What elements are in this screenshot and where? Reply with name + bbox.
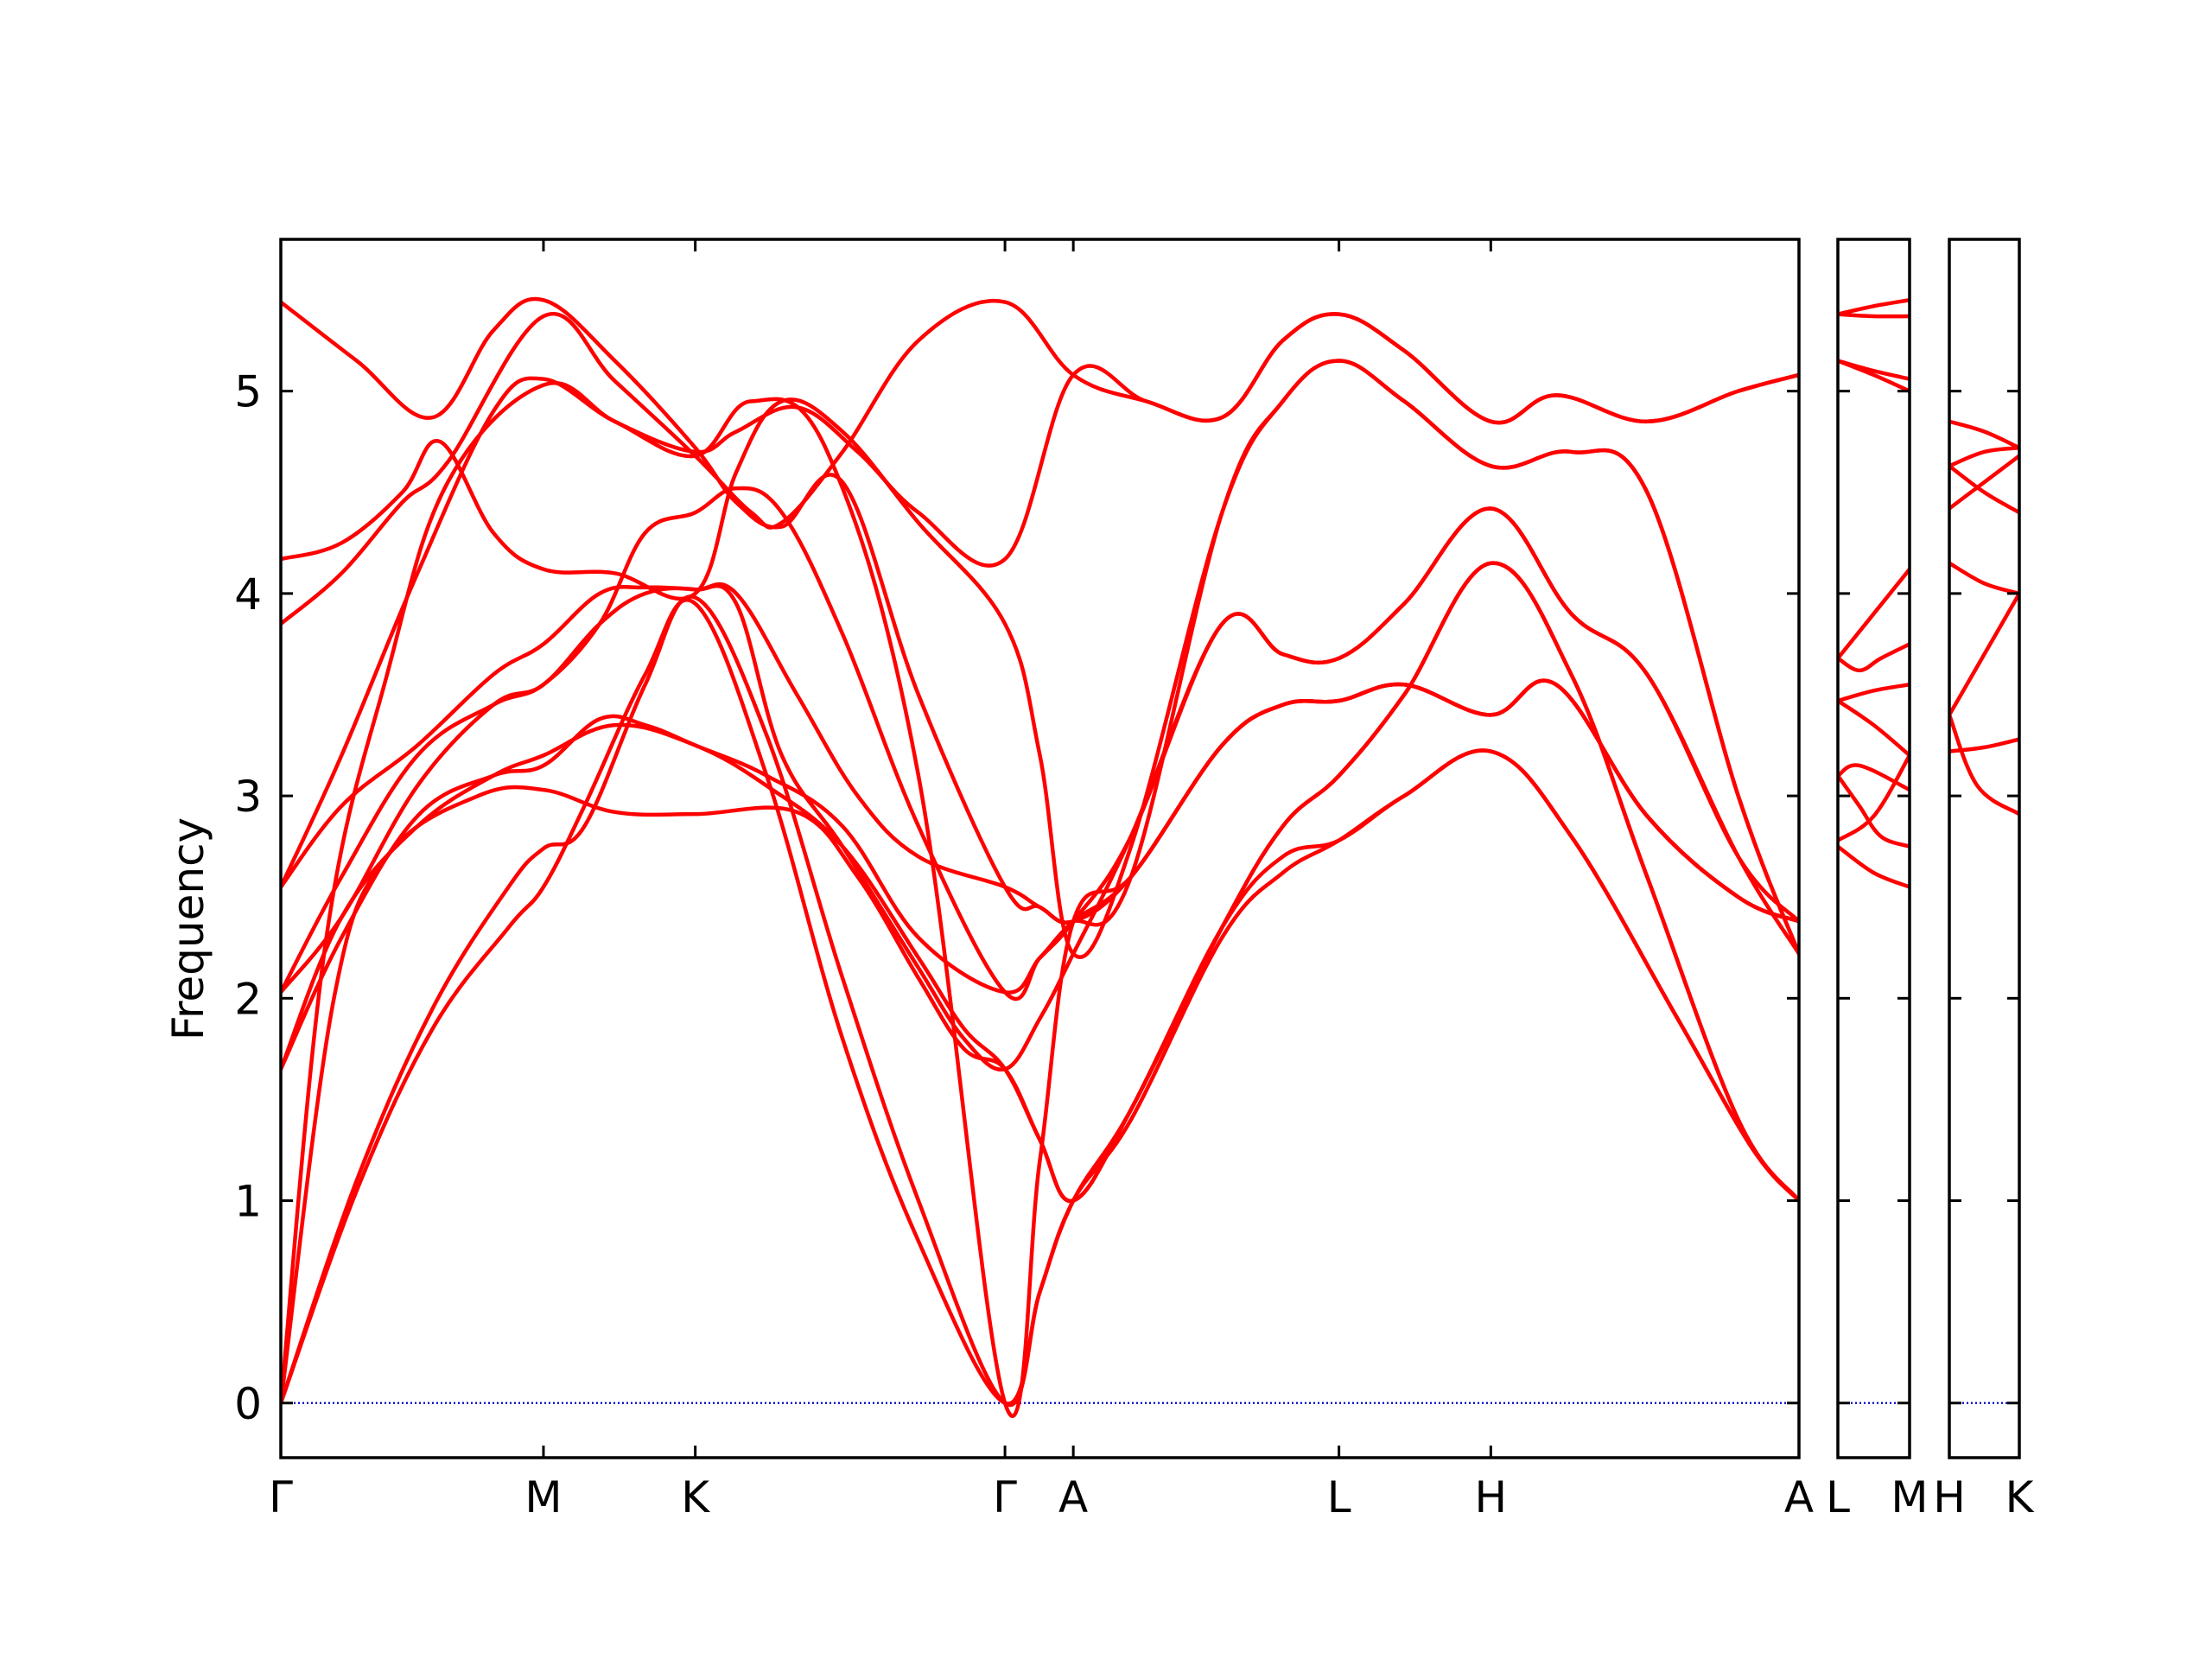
band-line: [1949, 446, 2019, 468]
x-tick-label: K: [2005, 1472, 2035, 1522]
band-line: [281, 296, 1799, 925]
y-tick-label: 0: [234, 1379, 262, 1429]
y-tick-label: 4: [234, 569, 262, 620]
panel-frame: [1948, 238, 2021, 1459]
band-line: [281, 299, 1799, 626]
y-tick-label: 2: [234, 974, 262, 1024]
band-line: [1949, 419, 2019, 450]
band-line: [1838, 698, 1910, 758]
band-line: [281, 359, 1799, 959]
x-tick-label: L: [1327, 1472, 1351, 1522]
panel-frame: [1836, 238, 1911, 1459]
band-line: [1838, 359, 1910, 381]
x-tick-label: Γ: [269, 1472, 293, 1522]
band-line: [281, 506, 1799, 1072]
bands-p3: [1949, 419, 2019, 817]
band-line: [1838, 753, 1910, 842]
band-line: [1838, 683, 1910, 703]
x-tick-label: A: [1058, 1472, 1088, 1522]
x-tick-label: Γ: [993, 1472, 1017, 1522]
band-line: [1949, 561, 2019, 596]
band-line: [1949, 591, 2019, 717]
y-tick-label: 3: [234, 772, 262, 822]
y-tick-label: 5: [234, 367, 262, 417]
band-line: [1838, 763, 1910, 792]
band-line: [1949, 454, 2019, 511]
band-line: [1949, 464, 2019, 515]
x-tick-label: H: [1933, 1472, 1966, 1522]
panel-frame: [279, 238, 1801, 1459]
bands-p1: [281, 296, 1799, 1419]
x-tick-label: H: [1475, 1472, 1508, 1522]
bands-p2: [1838, 298, 1910, 889]
band-line: [1838, 844, 1910, 889]
y-tick-label: 1: [234, 1177, 262, 1227]
band-line: [1838, 312, 1910, 319]
band-line: [281, 561, 1799, 1204]
band-line: [1949, 737, 2019, 753]
band-line: [1838, 642, 1910, 673]
band-line: [1838, 298, 1910, 316]
y-tick-labels: 0 1 2 3 4 5: [234, 367, 262, 1429]
x-tick-label: L: [1826, 1472, 1850, 1522]
x-tick-label: M: [1891, 1472, 1928, 1522]
x-tick-label: A: [1784, 1472, 1814, 1522]
x-tick-label: K: [681, 1472, 710, 1522]
x-tick-label: M: [524, 1472, 562, 1522]
band-line: [1838, 567, 1910, 661]
band-line: [1949, 713, 2019, 817]
y-axis-label: Frequency: [163, 817, 213, 1040]
band-line: [1838, 773, 1910, 849]
